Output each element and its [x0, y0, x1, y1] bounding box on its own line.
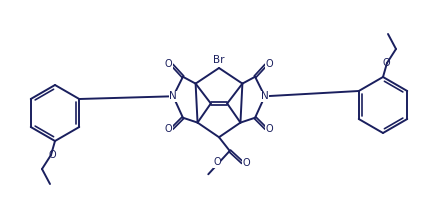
Text: O: O — [265, 124, 272, 134]
Text: N: N — [169, 91, 177, 101]
Text: Br: Br — [213, 55, 224, 66]
Text: O: O — [48, 149, 56, 160]
Text: O: O — [165, 59, 172, 69]
Text: O: O — [213, 157, 220, 167]
Text: O: O — [381, 58, 389, 69]
Text: O: O — [242, 158, 250, 167]
Text: O: O — [165, 124, 172, 134]
Text: O: O — [265, 59, 272, 69]
Text: N: N — [260, 91, 268, 101]
